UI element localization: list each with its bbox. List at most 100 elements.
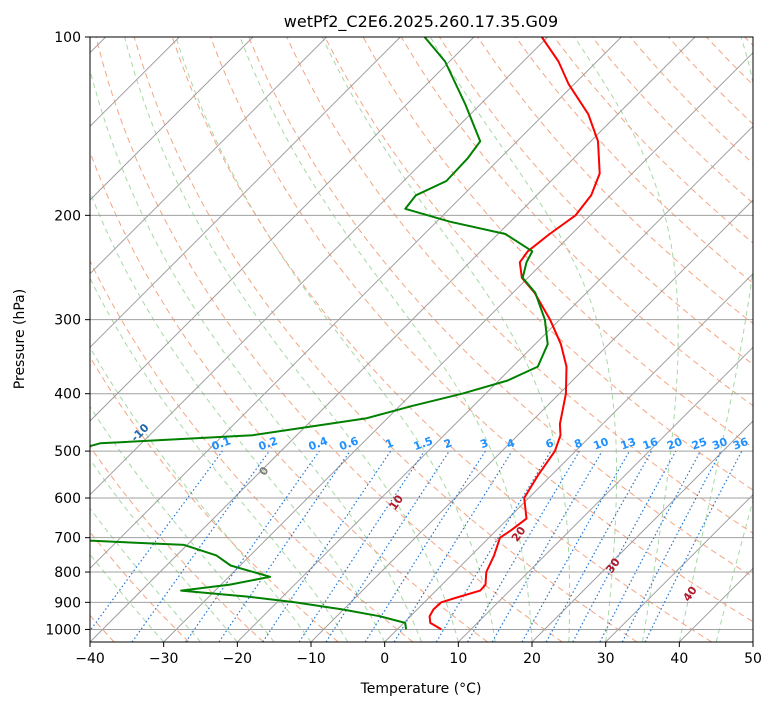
isotherm-line <box>90 37 401 349</box>
dry-adiabat-line <box>286 37 753 534</box>
mixing-ratio-line <box>131 450 270 642</box>
isotherm-line <box>531 420 753 642</box>
dry-adiabat-line <box>210 37 753 623</box>
y-tick-label: 500 <box>54 444 81 460</box>
dry-adiabat-line <box>324 37 753 491</box>
moist-adiabat-line <box>239 37 533 642</box>
x-axis-title: Temperature (°C) <box>360 681 482 697</box>
mixing-ratio-label: 13 <box>619 435 638 452</box>
y-tick-label: 300 <box>54 313 81 329</box>
x-tick-label: −10 <box>296 651 326 667</box>
x-tick-label: 20 <box>523 651 541 667</box>
x-tick-label: 0 <box>380 651 389 667</box>
moist-adiabat-line <box>175 37 496 642</box>
x-tick-label: −40 <box>75 651 105 667</box>
moist-adiabat-line <box>321 37 571 642</box>
isotherm-line <box>605 493 753 642</box>
y-tick-label: 400 <box>54 387 81 403</box>
y-tick-label: 700 <box>54 531 81 547</box>
y-tick-label: 200 <box>54 208 81 224</box>
mixing-ratio-label: 0.4 <box>307 434 330 453</box>
mixing-ratio-label: 1 <box>384 436 396 451</box>
y-tick-label: 100 <box>54 30 81 46</box>
mixing-ratio-label: 8 <box>572 436 584 451</box>
mixing-ratio-label: 6 <box>544 436 556 451</box>
dry-adiabat-line <box>171 37 712 642</box>
moist-adiabat-line <box>90 458 238 642</box>
y-axis: 100 200 300 400 500 600 700 800 900 1000 <box>45 30 90 638</box>
dry-adiabat-line <box>90 445 264 642</box>
chart-title: wetPf2_C2E6.2025.260.17.35.G09 <box>284 12 558 32</box>
mixing-ratio-label: 25 <box>690 435 709 452</box>
mixing-ratio-label: 0.6 <box>338 434 361 453</box>
isotherm-line <box>236 125 753 642</box>
moist-adiabat-line <box>90 553 165 642</box>
moist-adiabat-line <box>90 67 422 642</box>
x-tick-label: 10 <box>449 651 467 667</box>
mixing-ratio-label: 16 <box>641 435 660 453</box>
moist-adiabat-line <box>573 37 679 642</box>
mixing-ratio-label: 30 <box>710 435 729 453</box>
dry-adiabat-line <box>95 37 563 642</box>
x-tick-label: −20 <box>223 651 253 667</box>
dry-adiabat-line <box>248 37 753 578</box>
moist-adiabat-line <box>90 276 349 642</box>
isotherm-line <box>90 37 254 201</box>
mixing-ratio-label: 0.1 <box>210 434 233 453</box>
x-tick-label: −30 <box>149 651 179 667</box>
dry-adiabat-line <box>90 356 339 642</box>
moist-adiabat-line <box>90 405 275 642</box>
y-tick-label: 900 <box>54 595 81 611</box>
plot-frame <box>89 36 754 643</box>
mixing-ratio-line <box>90 450 223 632</box>
moist-adiabat-line <box>429 37 617 642</box>
mixing-ratio-line <box>218 450 351 642</box>
mixing-ratio-line <box>262 450 392 642</box>
dewpoint-profile-line <box>90 37 549 630</box>
moist-adiabat-line <box>124 37 459 642</box>
moist-adiabats <box>90 37 753 642</box>
mixing-ratio-line <box>521 450 631 642</box>
mixing-ratio-line <box>572 450 677 642</box>
mixing-ratio-line <box>298 450 425 642</box>
isotherm-line <box>90 37 475 422</box>
isotherm-line <box>457 346 753 642</box>
y-tick-label: 800 <box>54 565 81 581</box>
moist-adiabat-line <box>90 507 201 642</box>
mixing-ratio-label: 36 <box>731 435 750 453</box>
profiles <box>90 37 601 631</box>
mixing-ratio-label: 20 <box>665 435 684 453</box>
mixing-ratio-lines <box>90 450 743 642</box>
dry-adiabat-line <box>515 37 753 284</box>
moist-adiabat-line <box>90 346 312 642</box>
mixing-ratio-line <box>393 450 513 642</box>
isotherm-line <box>163 51 753 642</box>
mixing-ratio-label: 1.5 <box>412 434 435 453</box>
x-axis: −40 −30 −20 −10 0 10 20 30 40 50 <box>75 642 762 667</box>
x-tick-label: 40 <box>670 651 688 667</box>
moist-adiabat-line <box>90 190 386 642</box>
x-tick-label: 30 <box>597 651 615 667</box>
x-tick-label: 50 <box>744 651 762 667</box>
mixing-ratio-line <box>644 450 743 642</box>
mixing-ratio-label: 4 <box>505 436 517 451</box>
isotherms <box>90 37 753 642</box>
mixing-ratio-line <box>545 450 653 642</box>
isotherm-line <box>90 37 696 642</box>
dry-adiabats <box>90 37 753 642</box>
dry-adiabat-line <box>133 37 638 642</box>
dry-adiabat-line <box>90 259 414 642</box>
y-tick-label: 600 <box>54 491 81 507</box>
isotherm-line <box>90 37 549 496</box>
isotherm-line <box>310 199 753 642</box>
y-axis-title: Pressure (hPa) <box>12 289 28 389</box>
isotherm-line <box>90 37 328 275</box>
mixing-ratio-label: 3 <box>478 436 490 451</box>
mixing-ratio-label: 10 <box>592 435 611 453</box>
isotherm-line <box>384 272 753 642</box>
temperature-profile-line <box>428 37 601 631</box>
mixing-ratio-line <box>185 450 320 642</box>
mixing-ratio-line <box>325 450 450 642</box>
mixing-ratio-label: 0.2 <box>257 434 280 453</box>
